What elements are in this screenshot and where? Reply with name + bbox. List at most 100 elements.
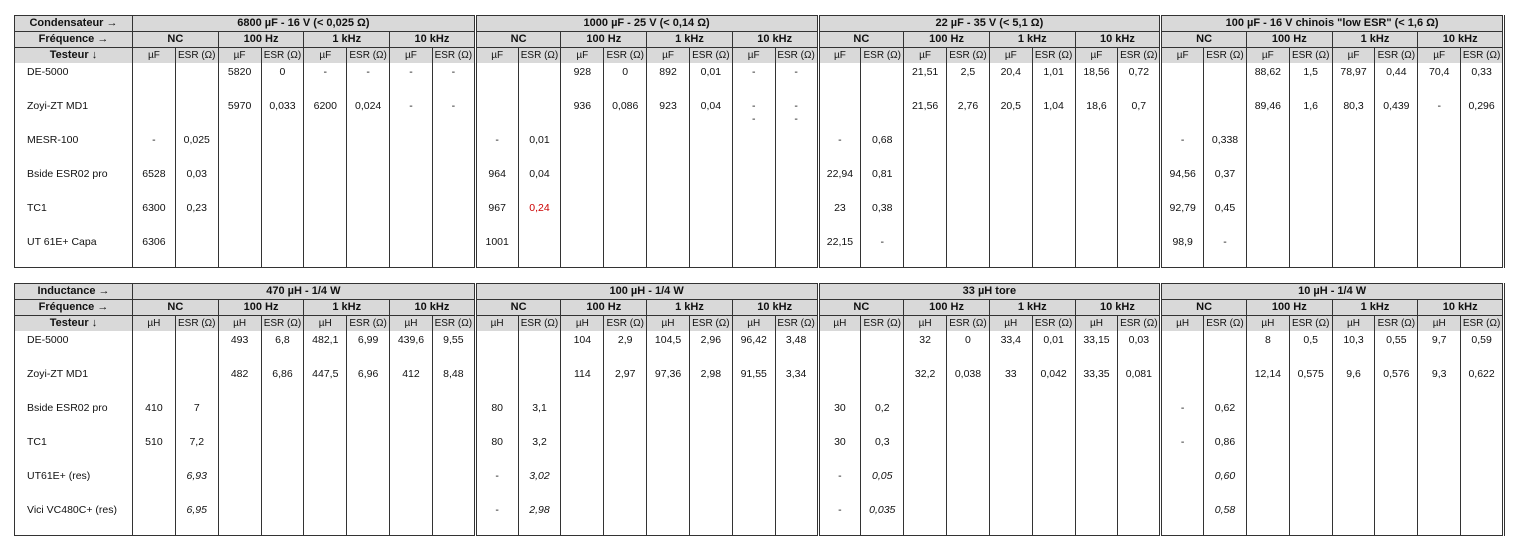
table-cell (217, 165, 262, 199)
table-cell: - (389, 63, 433, 97)
table-cell (688, 399, 733, 433)
table-cell (303, 501, 348, 536)
table-cell: 482 (217, 365, 262, 399)
table-cell: 80,3 (1331, 97, 1376, 131)
table-cell (431, 165, 477, 199)
unit-header: µH (903, 315, 948, 331)
corner-label: Testeur ↓ (14, 315, 133, 331)
table-cell: - (817, 131, 862, 165)
frequency-header: 100 Hz (560, 31, 648, 48)
table-cell (1331, 165, 1376, 199)
table-cell: 0,042 (1031, 365, 1076, 399)
table-cell: 2,5 (946, 63, 990, 97)
table-cell (1288, 433, 1333, 467)
table-cell: 447,5 (303, 365, 348, 399)
table-cell (646, 399, 690, 433)
table-cell (603, 467, 648, 501)
table-cell (903, 467, 948, 501)
table-cell (1160, 331, 1205, 365)
table-cell: 22,15 (817, 233, 862, 268)
table-cell (774, 501, 820, 536)
table-cell (389, 165, 433, 199)
unit-header-row: Testeur ↓ µH ESR (Ω) µH ESR (Ω) µH ESR (Ω) µH ES… (14, 315, 1505, 331)
esr-header: ESR (Ω) (1117, 315, 1163, 331)
table-cell (774, 467, 820, 501)
table-cell (988, 501, 1033, 536)
table-cell (1374, 131, 1419, 165)
table-cell: 412 (389, 365, 433, 399)
table-cell: 9,55 (431, 331, 477, 365)
table-cell: 22,94 (817, 165, 862, 199)
table-cell (603, 131, 648, 165)
table-cell (1245, 199, 1290, 233)
table-cell: 439,6 (389, 331, 433, 365)
table-cell (731, 501, 776, 536)
table-cell: 7 (174, 399, 219, 433)
table-cell (517, 365, 562, 399)
table-cell (217, 501, 262, 536)
table-cell: 0,576 (1374, 365, 1419, 399)
esr-header: ESR (Ω) (431, 47, 477, 63)
table-cell (903, 165, 948, 199)
table-cell (431, 501, 477, 536)
table-cell (217, 199, 262, 233)
table-cell: 0,01 (1031, 331, 1076, 365)
table-cell: - (132, 131, 176, 165)
table-cell: 32 (903, 331, 948, 365)
table-cell (346, 233, 391, 268)
table-cell (217, 131, 262, 165)
frequency-header: 10 kHz (1417, 299, 1505, 316)
table-row: UT 61E+ Capa 6306 1001 22,15-98,9- (14, 233, 1505, 268)
table-cell: 0,033 (260, 97, 305, 131)
frequency-header: 10 kHz (1074, 299, 1163, 316)
table-cell (560, 433, 605, 467)
table-cell: 33 (988, 365, 1033, 399)
table-cell (346, 165, 391, 199)
tester-name: TC1 (14, 433, 133, 467)
table-cell (1331, 467, 1376, 501)
table-cell (1245, 467, 1290, 501)
esr-header: ESR (Ω) (1117, 47, 1163, 63)
table-cell (1160, 97, 1205, 131)
table-cell (389, 233, 433, 268)
corner-label: Inductance → (14, 283, 133, 300)
table-cell: 18,56 (1074, 63, 1119, 97)
unit-header: µF (731, 47, 776, 63)
table-cell: - - (731, 97, 776, 131)
table-cell (1288, 233, 1333, 268)
table-cell (1203, 365, 1247, 399)
group-header-row: Condensateur → 6800 µF - 16 V (< 0,025 Ω)… (14, 15, 1505, 32)
corner-label: Fréquence → (14, 31, 133, 48)
table-cell: 0,038 (946, 365, 990, 399)
table-cell (560, 467, 605, 501)
table-cell: 3,1 (517, 399, 562, 433)
table-cell: 0,01 (688, 63, 733, 97)
table-cell (1160, 501, 1205, 536)
table-cell: 0,622 (1460, 365, 1505, 399)
table-cell: 23 (817, 199, 862, 233)
table-cell (132, 97, 176, 131)
esr-header: ESR (Ω) (346, 315, 391, 331)
tester-name: Bside ESR02 pro (14, 399, 133, 433)
table-cell: - (474, 467, 519, 501)
table-cell (517, 97, 562, 131)
table-cell (560, 233, 605, 268)
table-cell (517, 331, 562, 365)
frequency-header-row: Fréquence → NC 100 Hz 1 kHz 10 kHz NC 100 Hz 1 … (14, 31, 1505, 48)
esr-header: ESR (Ω) (603, 47, 648, 63)
table-cell (731, 199, 776, 233)
corner-label: Testeur ↓ (14, 47, 133, 63)
table-cell (1245, 233, 1290, 268)
unit-header: µF (389, 47, 433, 63)
table-cell: 0,24 (517, 199, 562, 233)
table-cell: - (731, 63, 776, 97)
table-cell: 0,68 (860, 131, 905, 165)
table-cell (1074, 399, 1119, 433)
table-cell (1117, 501, 1163, 536)
table-cell (132, 365, 176, 399)
table-cell (474, 331, 519, 365)
table-cell (817, 97, 862, 131)
table-cell: 0,086 (603, 97, 648, 131)
table-cell (517, 63, 562, 97)
table-cell: 32,2 (903, 365, 948, 399)
